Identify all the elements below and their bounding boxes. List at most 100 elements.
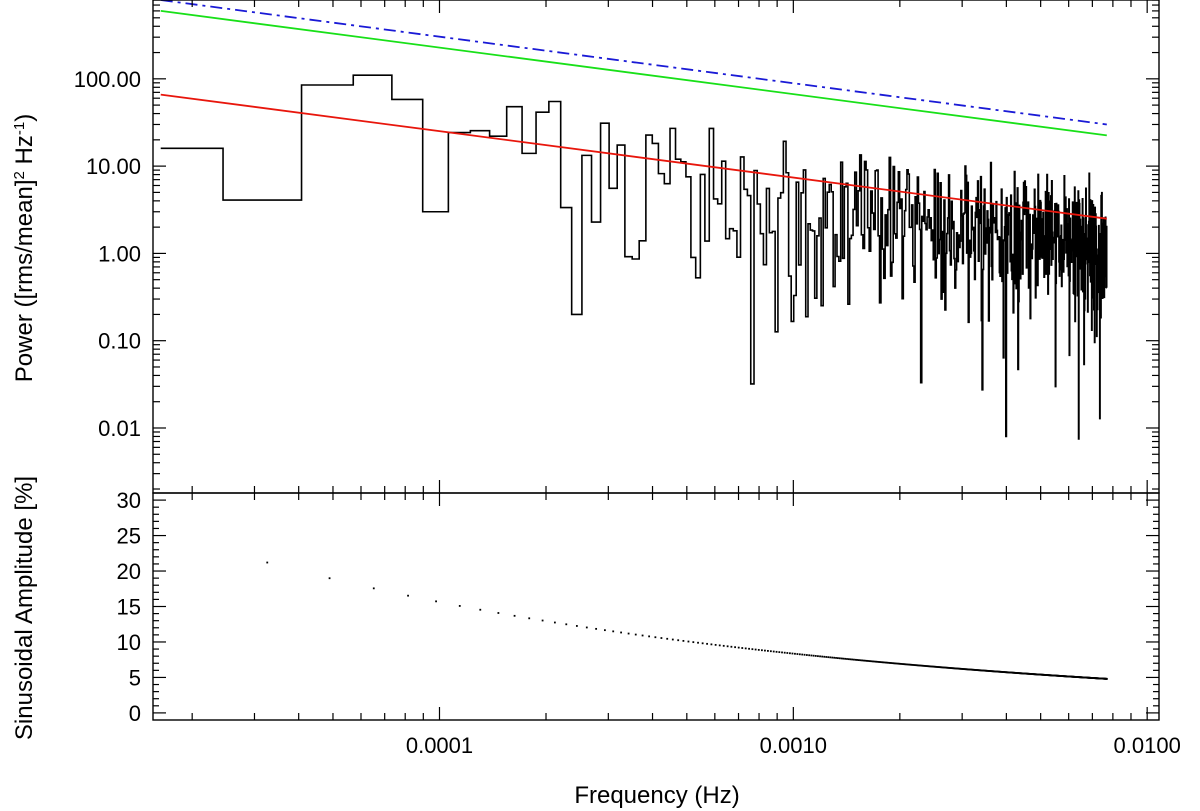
y-tick-label: 0.01 <box>98 416 141 441</box>
sinusoidal-amplitude-panel: 0.0001 0.0010 0.0100 0 5 10 15 20 25 30 Sinusoida… <box>11 476 1181 809</box>
power-spectrum-line <box>160 74 1108 440</box>
amplitude-point <box>927 665 930 668</box>
amplitude-point <box>734 646 736 649</box>
amplitude-point <box>939 666 942 669</box>
amplitude-point <box>929 665 932 668</box>
y-axis-label-power: Power ([rms/mean]2 Hz-1) <box>11 114 39 382</box>
best-fit-red-line <box>160 93 1107 220</box>
amplitude-point <box>873 660 876 663</box>
amplitude-point <box>876 660 879 663</box>
amplitude-point <box>911 663 914 666</box>
amplitude-point <box>612 630 615 633</box>
amplitude-point <box>328 577 331 580</box>
amplitude-point <box>730 645 733 648</box>
amplitude-point <box>937 666 940 668</box>
amplitude-point <box>835 657 837 659</box>
amplitude-point <box>821 655 824 658</box>
amplitude-point <box>941 666 944 669</box>
amplitude-point <box>654 636 657 639</box>
amplitude-point <box>894 662 897 665</box>
amplitude-point <box>778 651 781 654</box>
amplitude-point <box>706 642 708 645</box>
amplitude-point <box>906 663 909 666</box>
amplitude-point <box>796 653 799 655</box>
amplitude-point <box>744 647 747 650</box>
amplitude-point <box>671 638 674 641</box>
x-axis-label: Frequency (Hz) <box>574 782 739 809</box>
y-tick-label: 10.00 <box>86 154 141 179</box>
amplitude-point <box>945 666 948 669</box>
amplitude-point <box>741 647 744 649</box>
amplitude-point <box>846 658 848 660</box>
y-tick-label: 100.00 <box>74 67 141 92</box>
amplitude-point <box>870 660 873 663</box>
amplitude-point <box>934 665 937 668</box>
amplitude-point <box>946 666 949 669</box>
amplitude-point <box>924 665 927 667</box>
amplitude-point <box>861 659 864 662</box>
amplitude-point <box>737 646 740 649</box>
bottom-panel-frame <box>152 492 1160 721</box>
amplitude-point <box>791 652 794 655</box>
amplitude-point <box>783 651 786 654</box>
amplitude-point <box>859 659 862 662</box>
y-tick-label: 0.10 <box>98 329 141 354</box>
amplitude-point <box>851 658 854 661</box>
amplitude-point <box>858 659 860 662</box>
amplitude-point <box>875 660 877 663</box>
amplitude-point <box>909 663 911 666</box>
green-line <box>160 10 1107 137</box>
x-tick-label: 0.0100 <box>1114 733 1181 758</box>
amplitude-point <box>869 660 871 663</box>
amplitude-point <box>940 666 943 669</box>
amplitude-point <box>497 612 500 614</box>
amplitude-point <box>769 650 772 653</box>
amplitude-point <box>925 665 928 667</box>
amplitude-point <box>932 665 935 668</box>
y-tick-label: 10 <box>117 630 141 655</box>
amplitude-point <box>595 627 598 630</box>
amplitude-point <box>786 652 789 654</box>
amplitude-point <box>923 664 926 667</box>
y-axis-label-amplitude: Sinusoidal Amplitude [%] <box>11 476 38 740</box>
amplitude-point <box>944 666 947 669</box>
amplitude-point <box>798 653 801 656</box>
amplitude-point <box>917 664 919 667</box>
amplitude-point <box>910 663 912 666</box>
amplitude-point <box>794 652 796 655</box>
amplitude-point <box>862 659 865 662</box>
top-panel-ticks: 0.01 0.10 1.00 10.00 100.00 <box>74 0 1159 493</box>
amplitude-point <box>627 632 630 635</box>
amplitude-point <box>435 600 437 603</box>
amplitude-point <box>553 621 556 624</box>
amplitude-point <box>840 657 843 660</box>
amplitude-point <box>764 649 766 652</box>
amplitude-point <box>888 662 891 664</box>
amplitude-point <box>891 662 894 665</box>
y-tick-label: 20 <box>117 559 141 584</box>
amplitude-point <box>895 662 898 665</box>
amplitude-point <box>801 653 804 656</box>
amplitude-point <box>877 661 880 663</box>
amplitude-point <box>837 657 839 660</box>
amplitude-point <box>634 633 637 636</box>
amplitude-point <box>942 666 945 669</box>
amplitude-point <box>812 654 815 657</box>
amplitude-point <box>849 658 852 661</box>
amplitude-point <box>926 665 929 668</box>
amplitude-point <box>772 650 775 653</box>
amplitude-point <box>710 643 713 646</box>
amplitude-point <box>677 639 680 642</box>
amplitude-point <box>641 634 644 637</box>
amplitude-point <box>726 645 729 648</box>
amplitude-point <box>872 660 874 663</box>
amplitude-point <box>883 661 886 664</box>
amplitude-point <box>407 594 409 597</box>
amplitude-point <box>898 662 900 665</box>
amplitude-point <box>833 656 836 659</box>
amplitude-point <box>718 644 721 647</box>
amplitude-point <box>853 658 855 661</box>
amplitude-point <box>890 662 893 664</box>
amplitude-point <box>757 648 760 651</box>
